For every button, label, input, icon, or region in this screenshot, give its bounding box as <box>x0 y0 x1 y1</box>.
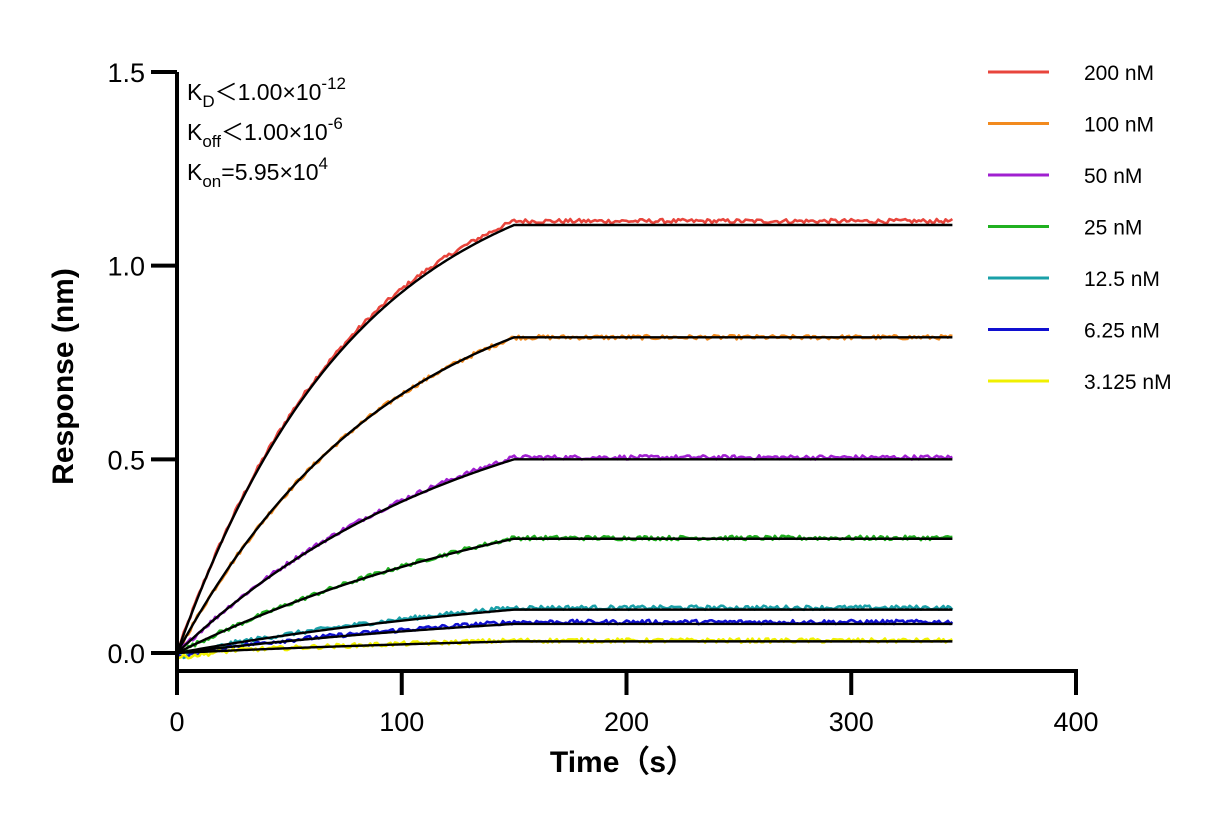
x-tick-label: 100 <box>379 707 424 737</box>
legend-label: 200 nM <box>1084 62 1154 85</box>
fit-curve <box>176 640 953 655</box>
fit-curve <box>175 336 953 654</box>
x-tick-label: 200 <box>604 707 649 737</box>
fit-curve <box>176 537 953 655</box>
fit-curve <box>176 458 953 654</box>
series-line <box>175 217 954 653</box>
fit-curve <box>176 622 953 655</box>
legend-label: 50 nM <box>1084 165 1142 188</box>
x-tick-label: 0 <box>169 707 184 737</box>
series-line <box>176 604 954 660</box>
x-tick-label: 400 <box>1053 707 1098 737</box>
y-tick-label: 1.5 <box>107 58 145 88</box>
y-tick-label: 1.0 <box>107 252 145 282</box>
kinetic-annotation: KD＜1.00×10-12 <box>187 74 346 111</box>
x-tick-label: 300 <box>829 707 874 737</box>
x-axis-title: Time（s） <box>550 745 696 779</box>
fit-curve <box>176 608 953 655</box>
fit-curves <box>175 223 953 655</box>
data-series <box>175 217 954 660</box>
y-tick-label: 0.0 <box>107 639 145 669</box>
legend-label: 100 nM <box>1084 114 1154 137</box>
legend-label: 25 nM <box>1084 217 1142 240</box>
y-axis-title: Response (nm) <box>47 268 80 485</box>
ticks: 0.0 0.5 1.0 1.5 0 100 200 300 400 <box>107 58 1098 737</box>
legend-label: 6.25 nM <box>1084 320 1160 343</box>
legend-label: 12.5 nM <box>1084 268 1160 291</box>
legend-label: 3.125 nM <box>1084 371 1172 394</box>
legend: 200 nM 100 nM 50 nM 25 nM 12.5 nM 6.25 nM 3.12… <box>988 62 1172 394</box>
kinetic-annotation: Kon=5.95×104 <box>187 154 328 191</box>
fit-curve <box>175 223 953 654</box>
y-tick-label: 0.5 <box>107 445 145 475</box>
kinetic-annotation: Koff＜1.00×10-6 <box>187 114 343 151</box>
